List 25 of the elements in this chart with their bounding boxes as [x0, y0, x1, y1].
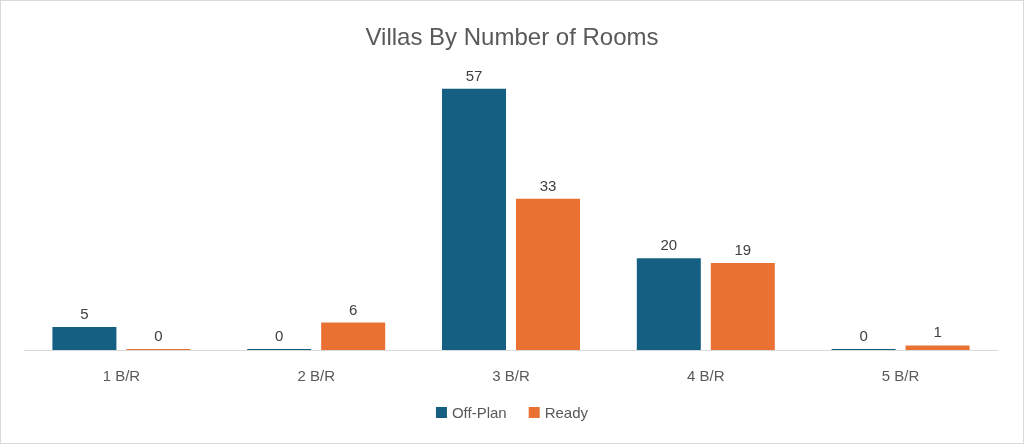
chart-title: Villas By Number of Rooms: [365, 22, 659, 50]
bar: [321, 322, 386, 350]
data-label: 6: [349, 300, 358, 318]
data-label: 19: [734, 240, 752, 258]
data-label: 0: [154, 327, 163, 344]
x-tick-label: 2 B/R: [297, 367, 336, 384]
bar: [710, 262, 775, 350]
bar: [515, 198, 580, 350]
data-label: 20: [660, 236, 678, 254]
data-label: 5: [80, 305, 89, 323]
data-label: 0: [859, 327, 868, 344]
bar: [905, 345, 970, 350]
data-label: 1: [933, 323, 942, 341]
x-tick-label: 5 B/R: [881, 367, 920, 384]
x-tick-label: 4 B/R: [687, 367, 725, 384]
x-tick-label: 3 B/R: [492, 367, 530, 384]
bar: [636, 258, 701, 350]
data-label: 57: [465, 66, 483, 84]
legend-label: Ready: [544, 404, 589, 421]
x-tick-label: 1 B/R: [102, 367, 141, 384]
data-label: 33: [539, 176, 557, 194]
data-label: 0: [275, 327, 284, 344]
legend-label: Off-Plan: [451, 404, 507, 421]
bar: [52, 327, 117, 350]
bar: [442, 88, 507, 350]
